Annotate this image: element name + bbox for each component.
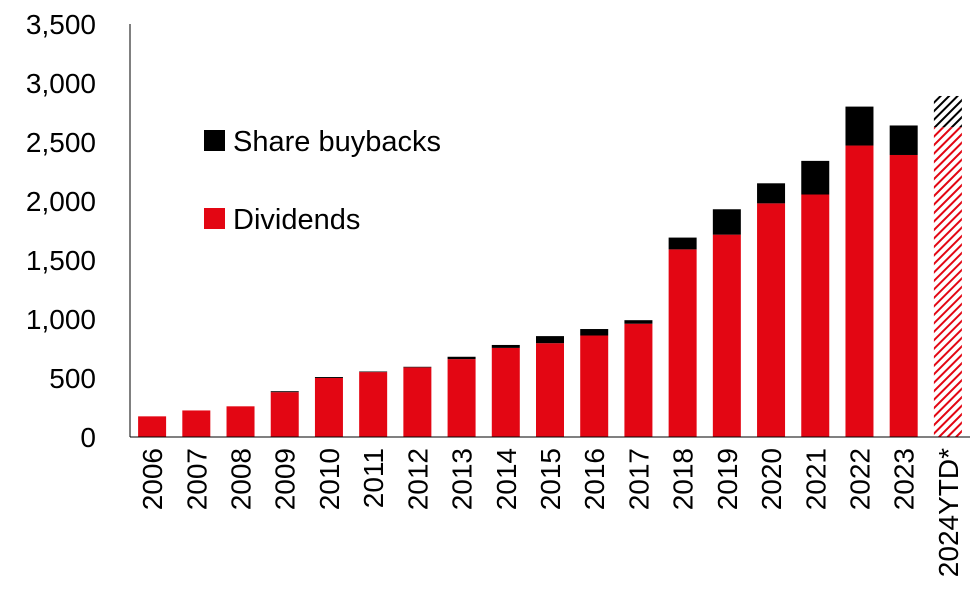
bar-share-buybacks-2020 <box>757 183 786 204</box>
bar-dividends-2023 <box>889 154 918 438</box>
y-tick-label-0: 0 <box>80 422 96 453</box>
bar-dividends-2013 <box>447 359 476 437</box>
x-tick-label-2015: 2015 <box>535 448 566 510</box>
bar-dividends-2012 <box>403 367 432 437</box>
legend-label-share-buybacks: Share buybacks <box>233 126 441 158</box>
x-tick-label-2023: 2023 <box>889 448 920 510</box>
legend-label-dividends: Dividends <box>233 204 360 236</box>
y-tick-label-3500: 3,500 <box>26 9 96 40</box>
bar-share-buybacks-2010 <box>314 377 343 378</box>
legend-swatch-share-buybacks <box>204 130 225 151</box>
bar-dividends-2011 <box>359 372 388 437</box>
bar-dividends-2018 <box>668 249 697 437</box>
bar-dividends-2019 <box>712 234 741 437</box>
bar-share-buybacks-2017 <box>624 320 653 324</box>
x-tick-label-2021: 2021 <box>800 448 831 510</box>
bar-dividends-2014 <box>491 347 520 437</box>
bar-dividends-2010 <box>314 378 343 437</box>
bar-dividends-2006 <box>138 416 167 437</box>
x-axis-tick-labels: 2006 2007 2008 2009 2010 2011 2012 2013 2014 2015… <box>137 448 964 577</box>
bar-dividends-2009 <box>270 392 299 437</box>
bar-share-buybacks-2016 <box>580 329 609 336</box>
bar-share-buybacks-2023 <box>889 125 918 155</box>
y-axis-tick-labels: 0 500 1,000 1,500 2,000 2,500 3,000 3,500 <box>26 9 96 453</box>
x-tick-label-2019: 2019 <box>712 448 743 510</box>
x-tick-label-2022: 2022 <box>844 448 875 510</box>
y-tick-label-1000: 1,000 <box>26 304 96 335</box>
bar-dividends-2024ytd <box>933 127 962 437</box>
bar-share-buybacks-2009 <box>270 391 299 393</box>
x-tick-label-2013: 2013 <box>447 448 478 510</box>
bar-share-buybacks-2012 <box>403 366 432 368</box>
bar-share-buybacks-2013 <box>447 356 476 360</box>
bar-share-buybacks-2021 <box>801 160 830 195</box>
y-tick-label-2500: 2,500 <box>26 127 96 158</box>
x-tick-label-2008: 2008 <box>226 448 257 510</box>
bar-share-buybacks-2019 <box>712 209 741 235</box>
x-tick-label-2012: 2012 <box>402 448 433 510</box>
bar-dividends-2008 <box>226 406 255 437</box>
y-tick-label-1500: 1,500 <box>26 245 96 276</box>
bar-dividends-2007 <box>182 410 211 437</box>
x-tick-label-2010: 2010 <box>314 448 345 510</box>
bars <box>138 95 962 438</box>
bar-share-buybacks-2024ytd <box>933 95 962 128</box>
bar-dividends-2017 <box>624 323 653 437</box>
x-tick-label-2020: 2020 <box>756 448 787 510</box>
bar-dividends-2020 <box>757 203 786 437</box>
bar-dividends-2016 <box>580 335 609 437</box>
x-tick-label-2014: 2014 <box>491 448 522 510</box>
x-tick-label-2016: 2016 <box>579 448 610 510</box>
bar-dividends-2015 <box>536 343 564 437</box>
x-tick-label-2009: 2009 <box>270 448 301 510</box>
bar-share-buybacks-2018 <box>668 237 697 250</box>
bar-share-buybacks-2011 <box>359 371 388 373</box>
bar-share-buybacks-2015 <box>536 336 564 344</box>
bar-dividends-2022 <box>845 145 874 438</box>
y-tick-label-500: 500 <box>49 363 96 394</box>
x-tick-label-2006: 2006 <box>137 448 168 510</box>
y-tick-label-3000: 3,000 <box>26 68 96 99</box>
bar-share-buybacks-2022 <box>845 106 874 146</box>
x-tick-label-2024ytd: 2024YTD* <box>933 448 964 577</box>
legend-swatch-dividends <box>204 208 225 229</box>
bar-share-buybacks-2014 <box>491 344 520 348</box>
legend: Share buybacks Dividends <box>204 126 441 236</box>
bar-dividends-2021 <box>801 194 830 437</box>
y-tick-label-2000: 2,000 <box>26 186 96 217</box>
x-tick-label-2018: 2018 <box>668 448 699 510</box>
x-tick-label-2007: 2007 <box>181 448 212 510</box>
x-tick-label-2011: 2011 <box>358 448 389 508</box>
x-tick-label-2017: 2017 <box>623 448 654 510</box>
